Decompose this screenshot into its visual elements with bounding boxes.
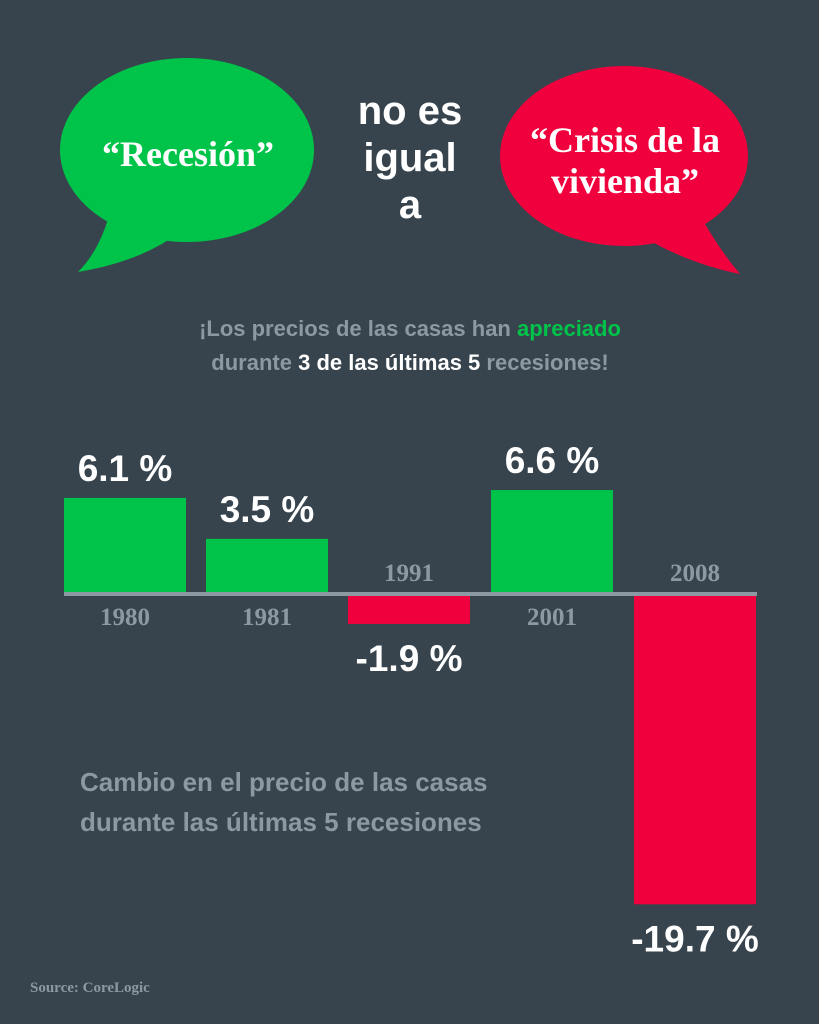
subtitle-highlight: apreciado	[516, 316, 621, 341]
subtitle-line2: durante 3 de las últimas 5 recesiones!	[60, 346, 760, 380]
chart-caption-line1: Cambio en el precio de las casas	[80, 767, 488, 797]
category-label-1980: 1980	[100, 604, 150, 631]
subtitle-part1: ¡Los precios de las casas han	[199, 316, 517, 341]
subtitle-bold: 3 de las últimas 5	[298, 350, 481, 375]
recesion-label: “Recesión”	[102, 134, 274, 174]
comparison-text: no es igual a	[330, 88, 490, 229]
chart-caption: Cambio en el precio de las casas durante…	[80, 762, 600, 842]
subtitle-part2: durante	[211, 350, 299, 375]
category-label-1991: 1991	[384, 560, 434, 587]
comparison-line1: no es	[357, 89, 463, 133]
comparison-line2: igual	[363, 136, 457, 180]
value-label-2001: 6.6 %	[505, 440, 600, 481]
subtitle: ¡Los precios de las casas han apreciado …	[60, 312, 760, 380]
subtitle-line1: ¡Los precios de las casas han apreciado	[60, 312, 760, 346]
bar-2008	[634, 594, 756, 905]
speech-bubbles	[60, 58, 748, 274]
value-label-1991: -1.9 %	[356, 638, 463, 679]
bar-2001	[491, 490, 613, 594]
value-label-1980: 6.1 %	[78, 448, 173, 489]
bubble-left-text: “Recesión”	[70, 134, 306, 175]
bubble-right-text: “Crisis de la vivienda”	[505, 120, 745, 203]
bar-1981	[206, 538, 328, 594]
source-label: Source: CoreLogic	[30, 980, 150, 996]
value-label-2008: -19.7 %	[631, 918, 759, 959]
category-label-2001: 2001	[527, 604, 577, 631]
value-label-1981: 3.5 %	[220, 489, 315, 530]
chart-caption-line2: durante las últimas 5 recesiones	[80, 807, 482, 837]
subtitle-part3: recesiones!	[480, 350, 609, 375]
crisis-label-line2: vivienda”	[550, 161, 700, 202]
category-label-1981: 1981	[242, 604, 292, 631]
crisis-label-line1: “Crisis de la	[529, 120, 720, 160]
comparison-line3: a	[398, 183, 422, 227]
speech-bubble-left	[60, 58, 314, 272]
bar-1991	[348, 594, 470, 624]
category-label-2008: 2008	[670, 560, 720, 587]
speech-bubble-right	[500, 66, 748, 274]
bar-1980	[64, 497, 186, 594]
